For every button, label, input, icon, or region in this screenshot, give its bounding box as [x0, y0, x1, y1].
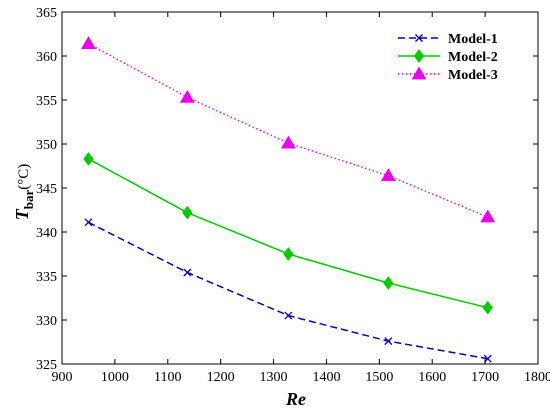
legend-label-model-2: Model-2: [448, 50, 498, 65]
data-point-model-2: [182, 205, 193, 220]
x-tick-label: 1800: [524, 370, 550, 385]
legend-marker-model-2: [413, 49, 425, 63]
data-point-model-1-stroke-b: [384, 337, 393, 346]
x-tick-label: 900: [52, 370, 73, 385]
data-point-model-3: [281, 135, 296, 149]
y-axis-title: Tbar(°C): [12, 164, 36, 221]
y-axis-title-subscript: bar: [21, 190, 36, 210]
y-tick-label: 325: [36, 358, 57, 373]
data-point-model-1: [284, 311, 293, 320]
series-line-model-3: [88, 43, 489, 218]
data-point-model-2: [83, 152, 94, 166]
data-point-model-2: [383, 276, 394, 290]
legend-label-model-1: Model-1: [448, 32, 498, 47]
data-point-model-1-stroke-b: [284, 311, 293, 320]
plot-layer: [81, 36, 496, 363]
x-axis-title: Re: [285, 389, 306, 409]
legend-marker-model-3: [411, 66, 427, 80]
x-tick-label: 1500: [365, 370, 393, 385]
data-point-model-3: [81, 36, 96, 50]
y-tick-label: 365: [36, 6, 57, 21]
legend-marker-model-1: [415, 34, 423, 42]
data-point-model-3: [480, 209, 496, 223]
y-tick-label: 340: [36, 226, 57, 241]
series-model-3: [81, 36, 496, 223]
series-line-model-2: [88, 158, 488, 309]
y-tick-label: 355: [36, 94, 57, 109]
x-tick-label: 1600: [418, 370, 446, 385]
series-model-2: [83, 152, 493, 315]
y-tick-label: 335: [36, 270, 57, 285]
x-tick-label: 1000: [101, 370, 129, 385]
data-point-model-3: [179, 89, 195, 103]
data-point-model-2: [283, 247, 294, 261]
x-tick-label: 1200: [207, 370, 235, 385]
y-axis-title-main: T: [12, 208, 32, 220]
data-point-model-1-stroke-b: [183, 268, 192, 277]
legend-label-model-3: Model-3: [448, 68, 498, 83]
data-point-model-3: [380, 168, 396, 182]
y-axis-title-unit: (°C): [16, 164, 32, 190]
data-point-model-1-stroke-b: [84, 218, 93, 227]
y-tick-label: 360: [36, 50, 57, 65]
data-point-model-1: [84, 218, 93, 227]
x-tick-label: 1300: [260, 370, 288, 385]
y-tick-label: 350: [36, 138, 57, 153]
y-tick-label: 345: [36, 182, 57, 197]
series-model-1: [84, 218, 492, 363]
data-point-model-1: [384, 337, 393, 346]
y-tick-label: 330: [36, 314, 57, 329]
data-point-model-2: [482, 300, 493, 315]
x-tick-label: 1400: [312, 370, 340, 385]
x-tick-label: 1700: [471, 370, 499, 385]
series-line-model-1: [88, 221, 488, 360]
legend-marker-model-1-stroke-b: [415, 34, 423, 42]
x-tick-label: 1100: [154, 370, 181, 385]
data-point-model-1: [183, 268, 192, 277]
axes-layer: 900 1000 1100 1200 1300 1400 1500 1600 1700 1800 3…: [36, 6, 550, 385]
legend: Model-1 Model-2 Model-3: [398, 32, 498, 83]
